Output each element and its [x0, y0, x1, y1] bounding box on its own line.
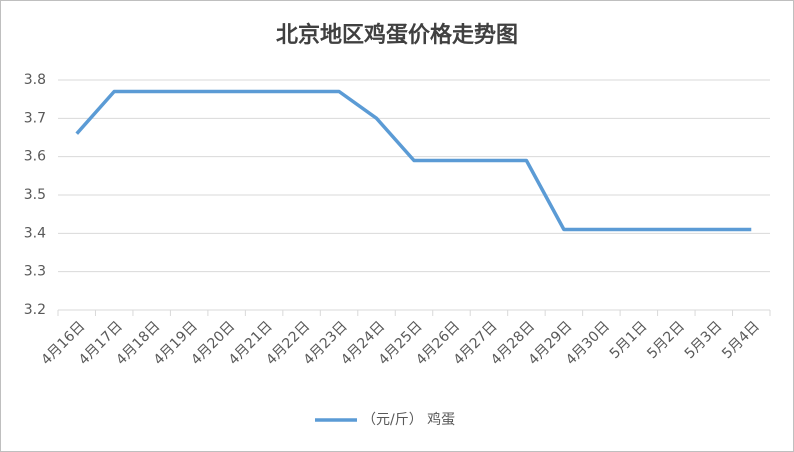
y-tick-label: 3.4	[24, 225, 46, 241]
chart-title: 北京地区鸡蛋价格走势图	[276, 22, 518, 48]
y-tick-label: 3.8	[24, 72, 46, 88]
series-line	[75, 89, 752, 232]
legend-label: （元/斤） 鸡蛋	[362, 411, 455, 428]
y-tick-label: 3.5	[24, 187, 46, 203]
y-tick-label: 3.2	[24, 302, 46, 318]
y-tick-label: 3.6	[24, 149, 46, 165]
y-tick-label: 3.7	[24, 110, 46, 126]
y-tick-label: 3.3	[24, 264, 46, 280]
